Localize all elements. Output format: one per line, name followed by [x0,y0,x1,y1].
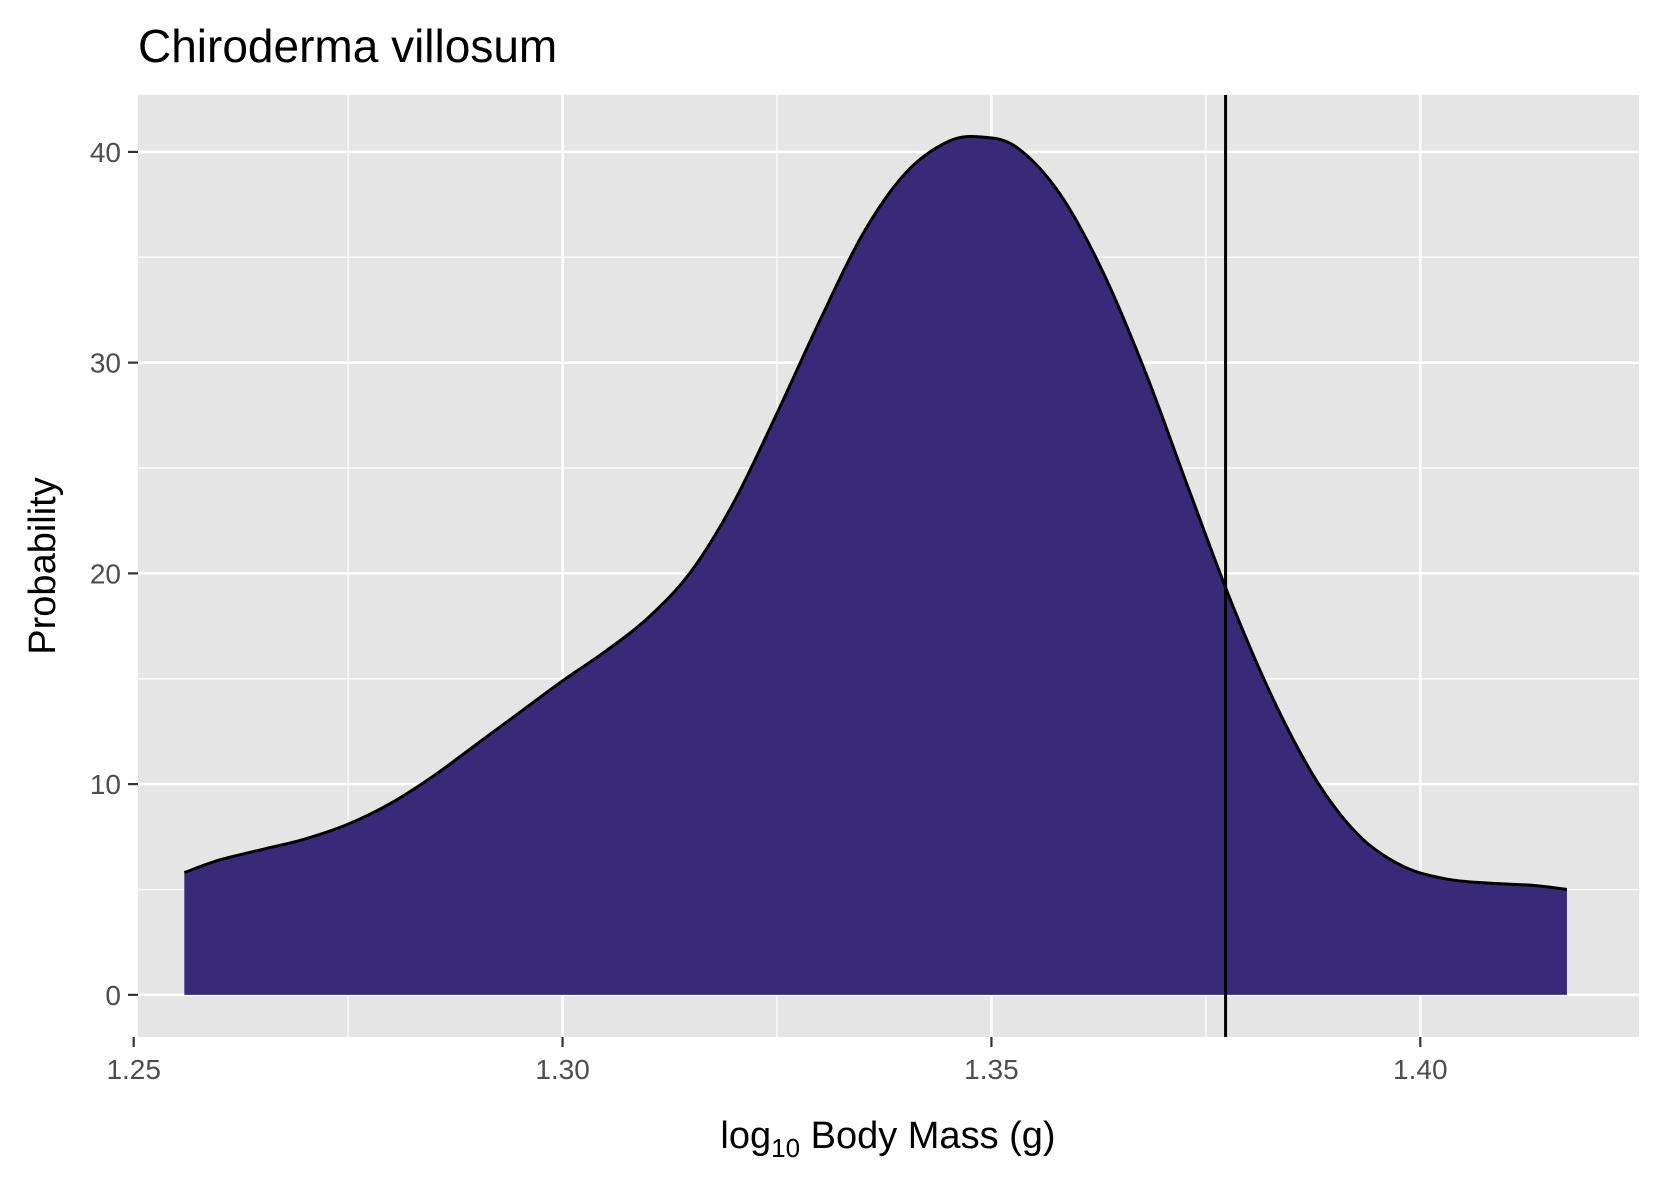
x-tick-label: 1.30 [535,1054,590,1085]
y-tick-labels: 0 10 20 30 40 [90,137,121,1011]
y-tick-label: 40 [90,137,121,168]
y-axis-title: Probability [22,477,64,654]
data-layer [183,95,1568,1037]
chart-title: Chiroderma villosum [138,20,557,72]
y-tick-label: 10 [90,769,121,800]
y-tick-label: 0 [105,980,121,1011]
x-tick-label: 1.40 [1393,1054,1448,1085]
x-tick-label: 1.35 [964,1054,1019,1085]
x-axis-title-prefix: log [720,1115,771,1157]
x-axis-title-subscript: 10 [771,1133,800,1163]
x-axis-title-suffix: Body Mass (g) [800,1115,1056,1157]
x-tick-label: 1.25 [106,1054,161,1085]
x-tick-labels: 1.25 1.30 1.35 1.40 [106,1054,1447,1085]
axis-ticks [128,150,1422,1047]
y-tick-label: 30 [90,348,121,379]
density-curve [183,134,1568,891]
density-area [184,136,1567,995]
x-axis-title: log10 Body Mass (g) [720,1115,1055,1163]
y-tick-label: 20 [90,558,121,589]
